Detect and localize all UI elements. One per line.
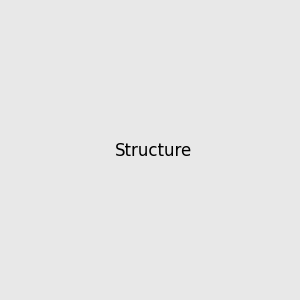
Text: Structure: Structure [115, 142, 192, 160]
